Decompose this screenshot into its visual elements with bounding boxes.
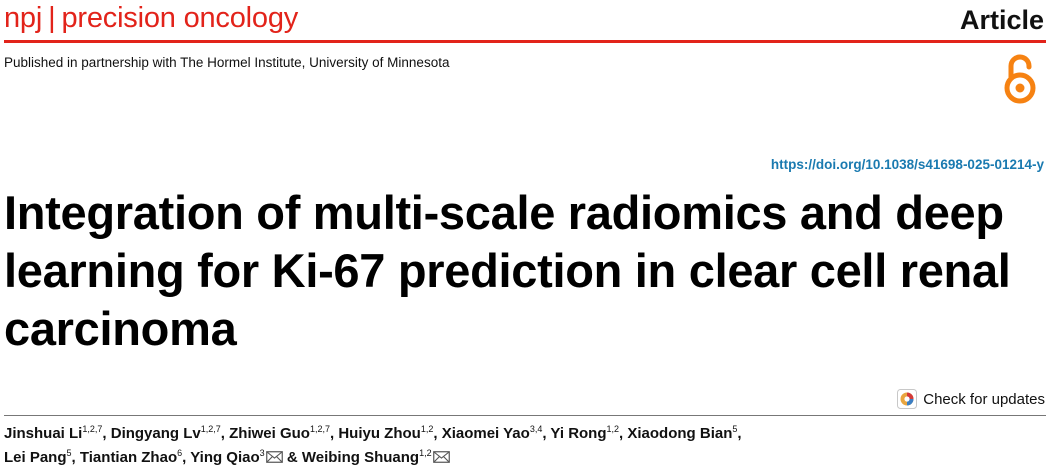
author-name-text: Huiyu Zhou <box>338 425 421 442</box>
author-name-text: Lei Pang <box>4 449 67 466</box>
email-icon[interactable] <box>432 451 450 463</box>
author-separator: , <box>737 425 742 442</box>
author-name[interactable]: Xiaodong Bian5 <box>627 424 738 443</box>
open-access-lock-icon[interactable] <box>1000 53 1040 105</box>
author-separator: , <box>330 425 339 442</box>
journal-title: precision oncology <box>61 2 299 34</box>
author-name-text: Dingyang Lv <box>110 425 201 442</box>
author-name[interactable]: Huiyu Zhou1,2 <box>338 424 434 443</box>
check-for-updates-label: Check for updates <box>923 390 1045 408</box>
author-name-text: Jinshuai Li <box>4 425 83 442</box>
author-affiliation: 1,2 <box>420 424 434 434</box>
author-affiliation: 3,4 <box>529 424 543 434</box>
check-for-updates-icon <box>897 389 918 409</box>
doi-link[interactable]: https://doi.org/10.1038/s41698-025-01214… <box>770 157 1044 172</box>
author-name-text: Zhiwei Guo <box>229 425 310 442</box>
author-name-text: Xiaomei Yao <box>441 425 530 442</box>
journal-name[interactable]: npj | precision oncology <box>4 0 298 36</box>
journal-separator: | <box>48 2 56 34</box>
article-type-label: Article <box>959 5 1044 35</box>
author-affiliation: 1,2 <box>606 424 620 434</box>
author-list: Jinshuai Li1,2,7, Dingyang Lv1,2,7, Zhiw… <box>4 422 1046 470</box>
author-affiliation: 1,2,7 <box>200 424 221 434</box>
author-separator: , <box>102 425 111 442</box>
author-name-text: Weibing Shuang <box>301 449 420 466</box>
author-separator: , <box>619 425 628 442</box>
author-affiliation: 5 <box>66 448 72 458</box>
author-name-text: Tiantian Zhao <box>79 449 178 466</box>
author-affiliation: 3 <box>259 448 265 458</box>
title-divider <box>4 415 1046 416</box>
author-name[interactable]: Xiaomei Yao3,4 <box>441 424 543 443</box>
check-for-updates-button[interactable]: Check for updates <box>897 389 1045 409</box>
author-name[interactable]: Zhiwei Guo1,2,7 <box>229 424 330 443</box>
author-name-text: Xiaodong Bian <box>627 425 733 442</box>
author-name[interactable]: Lei Pang5 <box>4 448 72 467</box>
journal-prefix: npj <box>4 2 43 34</box>
article-title: Integration of multi-scale radiomics and… <box>4 186 1011 355</box>
partnership-note: Published in partnership with The Hormel… <box>4 55 450 70</box>
author-affiliation: 1,2 <box>419 448 432 458</box>
author-name[interactable]: Jinshuai Li1,2,7 <box>4 424 103 443</box>
author-affiliation: 1,2,7 <box>82 424 103 434</box>
author-separator: , <box>542 425 551 442</box>
author-separator: , <box>433 425 442 442</box>
author-affiliation: 6 <box>177 448 183 458</box>
author-affiliation: 5 <box>732 424 738 434</box>
author-name-text: Ying Qiao <box>190 449 260 466</box>
author-name[interactable]: Tiantian Zhao6 <box>79 448 183 467</box>
author-separator: , <box>220 425 230 442</box>
author-name-text: Yi Rong <box>550 425 607 442</box>
header-divider <box>4 40 1046 43</box>
author-conjunction: & <box>282 449 302 466</box>
author-name[interactable]: Yi Rong1,2 <box>550 424 620 443</box>
author-affiliation: 1,2,7 <box>309 424 330 434</box>
author-name[interactable]: Ying Qiao3 <box>190 448 265 467</box>
author-separator: , <box>71 449 80 466</box>
author-name[interactable]: Dingyang Lv1,2,7 <box>110 424 221 443</box>
email-icon[interactable] <box>265 451 283 463</box>
author-name[interactable]: Weibing Shuang1,2 <box>301 448 432 467</box>
author-separator: , <box>182 449 191 466</box>
